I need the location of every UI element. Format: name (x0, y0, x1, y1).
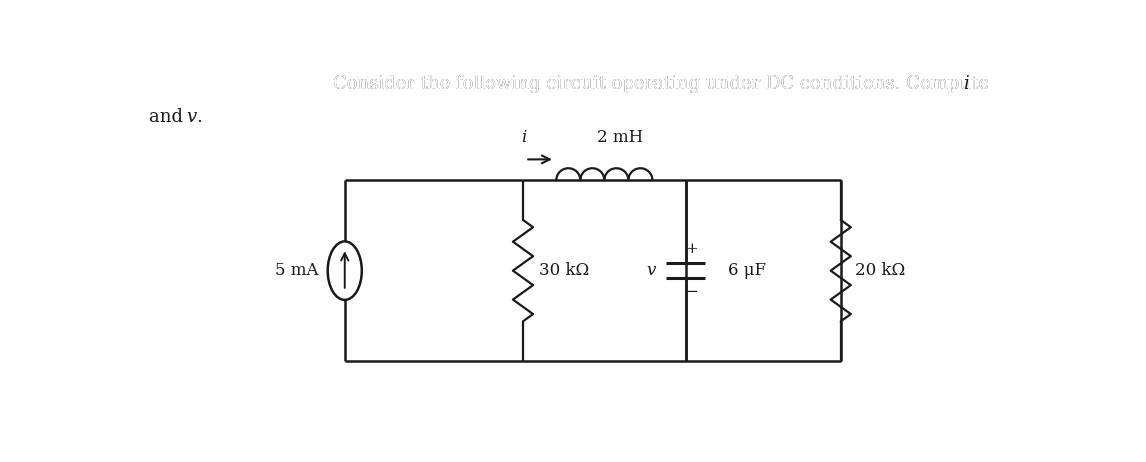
Text: 2 mH: 2 mH (597, 128, 643, 146)
Text: 20 kΩ: 20 kΩ (855, 262, 905, 279)
Text: −: − (685, 285, 698, 299)
Text: +: + (685, 242, 698, 256)
Text: 6 μF: 6 μF (729, 262, 767, 279)
Text: 30 kΩ: 30 kΩ (539, 262, 589, 279)
Text: .: . (196, 108, 202, 126)
Text: Consider the following circuit operating under DC conditions. Compute: Consider the following circuit operating… (333, 75, 995, 93)
Text: v: v (646, 262, 656, 279)
Text: v: v (187, 108, 197, 126)
Text: i: i (963, 75, 970, 93)
Text: and: and (149, 108, 189, 126)
Text: i: i (521, 128, 527, 146)
Text: Consider the following circuit operating under DC conditions. Compute: Consider the following circuit operating… (333, 75, 995, 93)
Text: 5 mA: 5 mA (275, 262, 319, 279)
